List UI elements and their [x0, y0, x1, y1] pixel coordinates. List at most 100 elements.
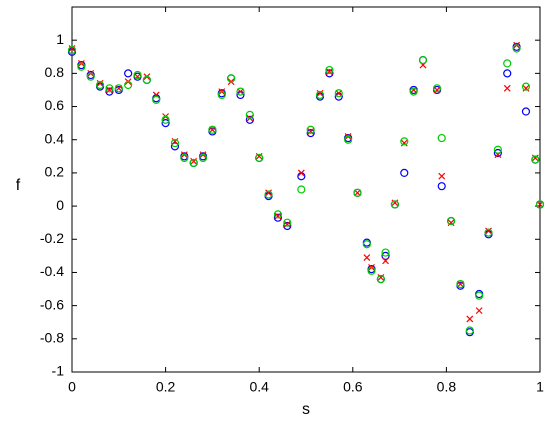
point — [124, 69, 133, 78]
y-tick-label: 0.2 — [45, 164, 65, 180]
point — [297, 185, 306, 194]
y-tick-label: -0.2 — [40, 230, 64, 246]
point — [521, 107, 531, 116]
point — [142, 75, 151, 85]
point — [245, 110, 254, 119]
x-axis-label: s — [302, 401, 310, 418]
x-tick-label: 0.4 — [249, 379, 269, 395]
point — [133, 70, 142, 80]
point — [297, 172, 306, 181]
point — [503, 59, 512, 68]
y-tick-label: 0.4 — [45, 130, 65, 146]
point — [503, 84, 511, 92]
y-tick-label: -0.8 — [40, 330, 64, 346]
point — [273, 213, 283, 222]
point — [245, 115, 254, 124]
x-tick-label: 0.6 — [343, 379, 363, 395]
y-tick-label: -0.6 — [40, 296, 64, 312]
point — [400, 168, 409, 178]
point — [152, 95, 161, 105]
point — [115, 84, 123, 92]
point — [536, 201, 544, 208]
y-axis-label: f — [16, 177, 21, 194]
point — [68, 45, 76, 52]
point — [124, 80, 133, 90]
point — [86, 72, 95, 81]
point — [381, 251, 390, 260]
point — [367, 266, 376, 275]
point — [95, 80, 105, 90]
y-tick-label: 1 — [56, 31, 64, 47]
point — [306, 125, 315, 134]
point — [362, 240, 371, 249]
point — [315, 90, 325, 100]
point — [237, 88, 244, 96]
point — [307, 128, 315, 135]
point — [381, 248, 390, 257]
point — [382, 257, 389, 265]
point — [438, 172, 446, 180]
point — [325, 69, 334, 78]
point — [171, 137, 179, 145]
point — [503, 69, 512, 78]
point — [531, 154, 539, 162]
point — [198, 153, 208, 163]
point — [208, 126, 216, 134]
point — [437, 133, 446, 143]
point — [255, 152, 263, 160]
x-tick-label: 0 — [68, 379, 76, 395]
point — [512, 44, 521, 53]
point — [77, 62, 86, 71]
point — [353, 188, 362, 197]
point — [335, 89, 343, 97]
point — [391, 199, 399, 207]
point — [466, 315, 474, 323]
point — [190, 157, 198, 165]
y-tick-label: 0 — [56, 197, 64, 213]
point — [208, 125, 217, 134]
point — [189, 158, 198, 168]
x-tick-label: 1 — [536, 379, 544, 395]
point — [297, 169, 305, 177]
point — [437, 182, 446, 191]
point — [447, 219, 455, 227]
point — [217, 90, 226, 100]
point — [283, 221, 292, 231]
point — [96, 79, 104, 87]
point — [400, 139, 408, 147]
point — [334, 89, 343, 98]
x-tick-label: 0.8 — [437, 379, 457, 395]
point — [283, 220, 291, 228]
point — [484, 228, 493, 237]
point — [273, 210, 283, 219]
plot-frame — [71, 6, 541, 373]
point — [418, 55, 428, 65]
point — [227, 74, 236, 83]
point — [325, 68, 333, 76]
point — [236, 87, 245, 96]
point — [400, 137, 409, 146]
point — [432, 84, 442, 93]
point — [409, 87, 418, 96]
point — [105, 87, 114, 96]
y-tick-label: 0.8 — [45, 64, 65, 80]
y-tick-label: 0.6 — [45, 97, 65, 113]
point — [390, 200, 400, 209]
point — [264, 190, 273, 199]
point — [433, 86, 441, 94]
point — [105, 84, 114, 93]
x-tick-label: 0.2 — [156, 379, 176, 395]
point — [344, 135, 353, 144]
point — [531, 155, 540, 164]
point — [376, 274, 385, 284]
point — [493, 148, 502, 158]
point — [67, 46, 77, 55]
point — [446, 216, 456, 226]
point — [410, 86, 418, 94]
point — [475, 307, 483, 315]
point — [274, 212, 282, 220]
point — [114, 84, 123, 93]
point — [170, 142, 180, 151]
point — [457, 280, 464, 288]
